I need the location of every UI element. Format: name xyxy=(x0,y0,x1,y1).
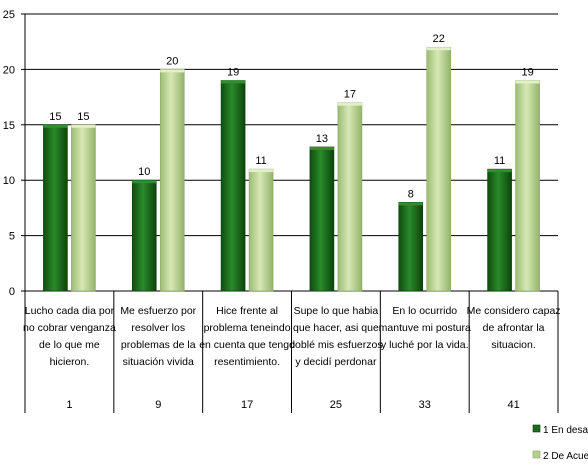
category-label-line: en cuenta que tengo xyxy=(199,339,295,351)
bar-en-desacuerdo xyxy=(43,124,68,292)
category-label-line: situación vivida xyxy=(123,356,194,368)
category-table: Lucho cada dia por no cobrar venganza de l… xyxy=(23,291,561,413)
category-label-line: de lo que me xyxy=(39,339,100,351)
bar-top-highlight xyxy=(309,146,334,150)
y-tick-label: 10 xyxy=(3,175,15,187)
legend: 1 En desacu 2 De Acuer xyxy=(532,424,588,462)
category-label-line: Lucho cada dia por xyxy=(25,305,115,317)
data-label: 19 xyxy=(227,66,239,78)
category-label-line: Me considero capaz xyxy=(467,305,561,317)
bar-top-highlight xyxy=(132,180,157,184)
item-number: 9 xyxy=(155,399,161,411)
data-labels: 15 15 10 20 19 11 13 17 8 22 11 19 xyxy=(49,33,533,200)
legend-swatch xyxy=(532,424,541,433)
category-label-line: Hice frente al xyxy=(216,305,278,317)
category-label-line: Supe lo que habia xyxy=(294,305,379,317)
y-tick-label: 20 xyxy=(3,64,15,76)
bar-de-acuerdo xyxy=(71,124,96,292)
data-label: 17 xyxy=(344,89,356,101)
category-label-line: Me esfuerzo por xyxy=(120,305,196,317)
bar-top-highlight xyxy=(515,80,540,84)
bar-en-desacuerdo xyxy=(220,80,246,292)
category-label-line: problemas de la xyxy=(121,339,196,351)
bar-top-highlight xyxy=(71,124,96,128)
category-label-line: doblé mis esfuerzos xyxy=(289,339,382,351)
bar-top-highlight xyxy=(337,102,362,106)
bar-top-highlight xyxy=(398,202,423,206)
bar-de-acuerdo xyxy=(426,46,452,292)
legend-label: 1 En desacu xyxy=(543,425,588,436)
bar-de-acuerdo xyxy=(159,69,185,292)
bar-de-acuerdo xyxy=(515,80,540,292)
y-tick-label: 25 xyxy=(3,9,15,21)
bar-top-highlight xyxy=(160,69,185,73)
category-label: Hice frente al problema teneindo en cuenta… xyxy=(199,305,295,368)
category-label-line: y luché por la vida. xyxy=(381,339,469,351)
y-tick-label: 0 xyxy=(9,286,15,298)
category-label-line: resolver los xyxy=(131,322,185,334)
category-label: Me esfuerzo por resolver los problemas de … xyxy=(120,305,196,368)
item-number: 25 xyxy=(330,399,342,411)
legend-swatch xyxy=(532,450,541,459)
bar-en-desacuerdo xyxy=(309,146,335,292)
bar-top-highlight xyxy=(43,124,68,128)
data-label: 19 xyxy=(521,66,533,78)
data-label: 10 xyxy=(138,166,150,178)
data-label: 8 xyxy=(408,188,414,200)
category-label-line: hicieron. xyxy=(50,356,90,368)
category-label: Me considero capaz de afrontar la situacio… xyxy=(467,305,561,351)
y-tick-label: 5 xyxy=(9,231,15,243)
category-label: Lucho cada dia por no cobrar venganza de l… xyxy=(23,305,116,368)
item-number: 1 xyxy=(66,399,72,411)
category-label: Supe lo que habia que hacer, asi que doblé… xyxy=(289,305,382,368)
bar-top-highlight xyxy=(249,169,274,173)
legend-label: 2 De Acuer xyxy=(543,451,588,462)
data-label: 22 xyxy=(433,33,445,45)
category-label-line: y decidí perdonar xyxy=(295,356,377,368)
category-label-line: problema teneindo xyxy=(204,322,291,334)
data-label: 13 xyxy=(316,133,328,145)
category-label: En lo ocurrido mantuve mi postura y luché … xyxy=(379,305,471,351)
category-label-line: no cobrar venganza xyxy=(23,322,116,334)
y-tick-label: 15 xyxy=(3,120,15,132)
data-label: 15 xyxy=(49,111,61,123)
data-label: 20 xyxy=(166,55,178,67)
data-label: 11 xyxy=(494,155,505,167)
category-label-line: resentimiento. xyxy=(214,356,280,368)
bar-top-highlight xyxy=(221,80,246,84)
data-label: 11 xyxy=(255,155,266,167)
bar-en-desacuerdo xyxy=(131,179,157,292)
category-label-line: En lo ocurrido xyxy=(392,305,457,317)
bar-en-desacuerdo xyxy=(398,202,424,292)
category-label-line: situacion. xyxy=(491,339,535,351)
category-label-line: mantuve mi postura xyxy=(379,322,471,334)
bar-de-acuerdo xyxy=(248,168,274,292)
bar-top-highlight xyxy=(487,169,512,173)
gridlines xyxy=(25,13,558,237)
data-label: 15 xyxy=(77,111,89,123)
item-number: 17 xyxy=(241,399,253,411)
bar-de-acuerdo xyxy=(337,102,363,292)
bar-top-highlight xyxy=(426,47,451,51)
category-label-line: de afrontar la xyxy=(483,322,545,334)
item-number: 41 xyxy=(507,399,519,411)
category-label-line: que hacer, asi que xyxy=(293,322,379,334)
item-number: 33 xyxy=(419,399,431,411)
bars xyxy=(43,46,540,292)
bar-en-desacuerdo xyxy=(487,168,512,292)
